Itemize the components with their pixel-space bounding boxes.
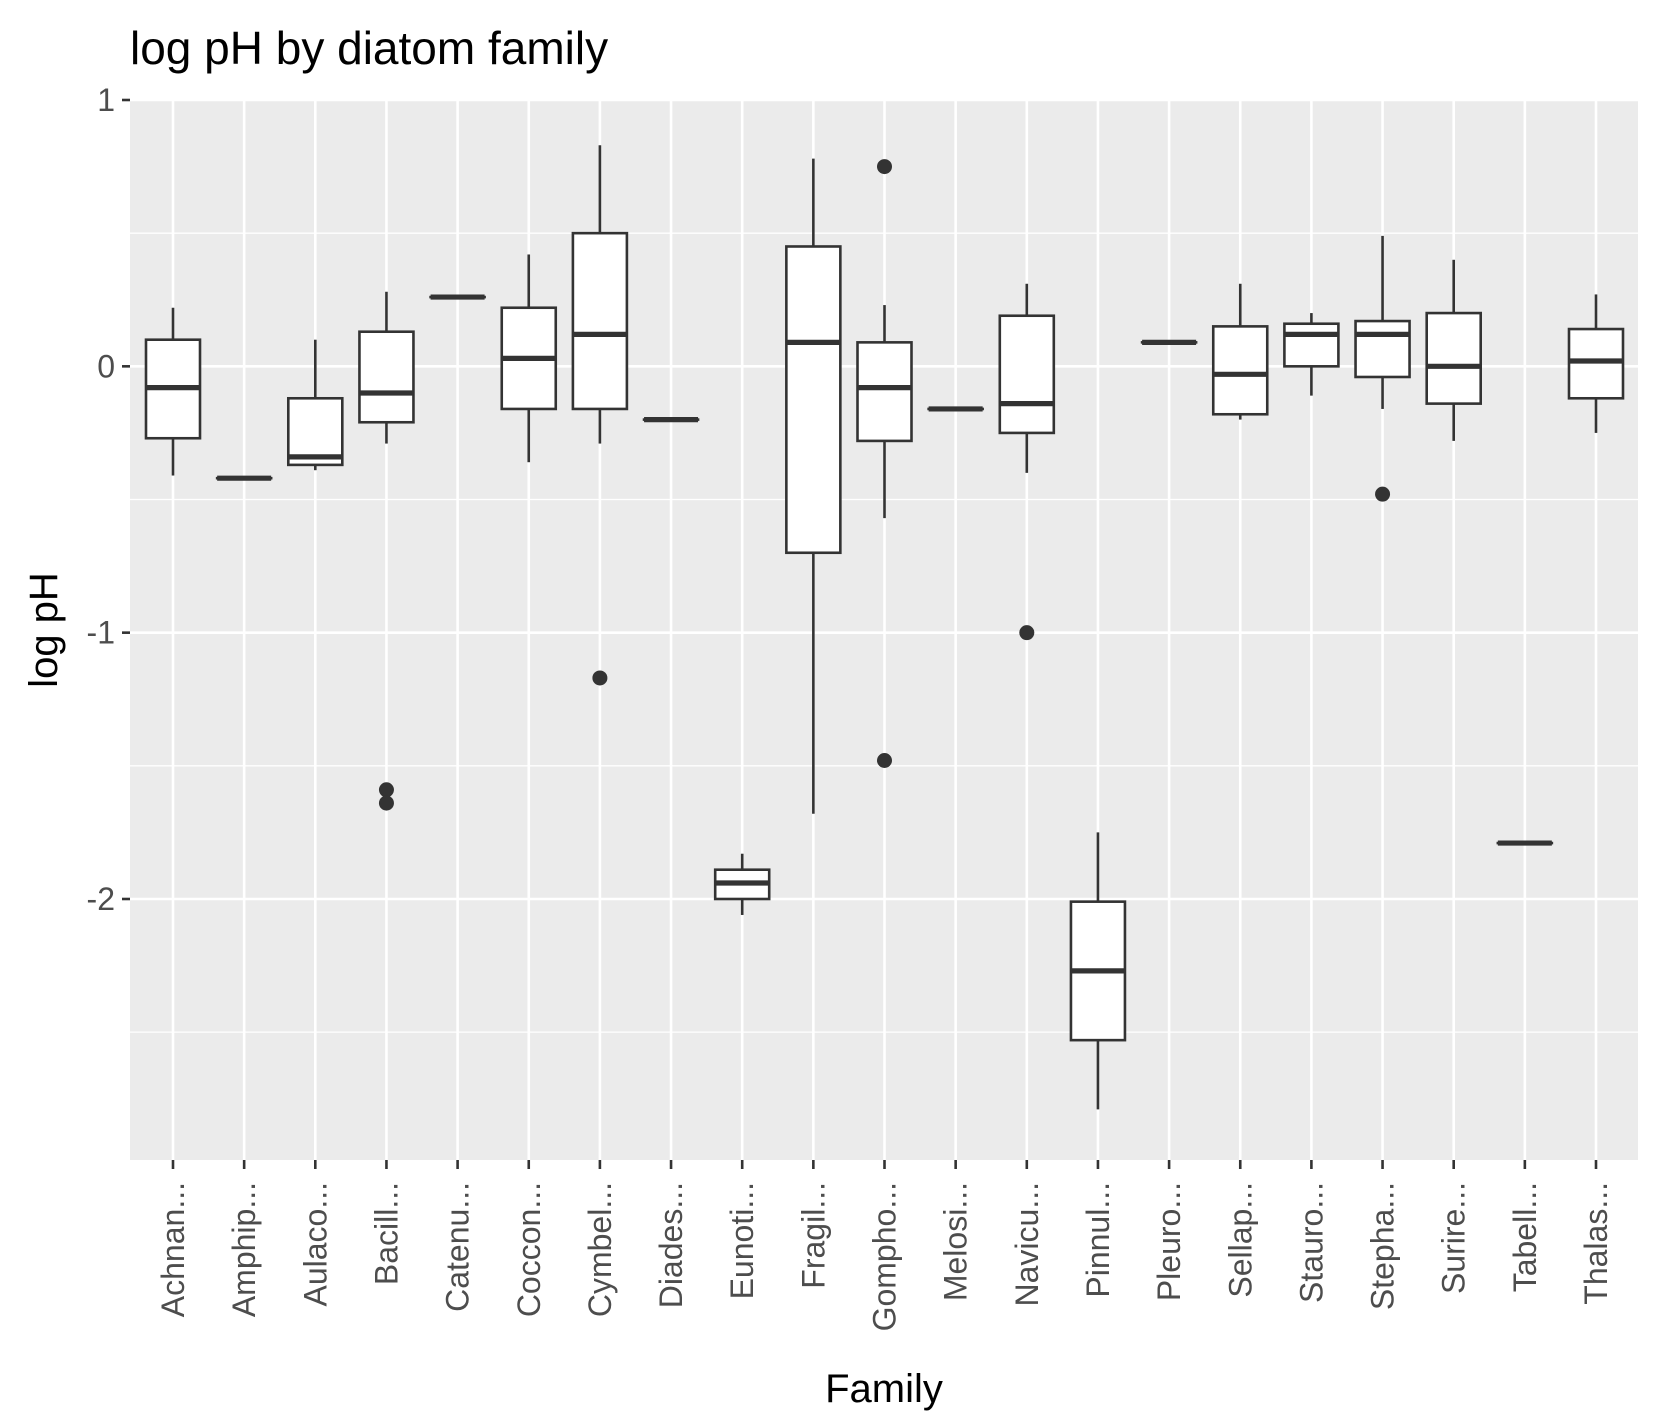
chart-title: log pH by diatom family	[130, 22, 608, 74]
box-iqr	[1354, 319, 1411, 379]
box-Thalas...	[1567, 294, 1625, 433]
box-Stauro...	[1283, 313, 1340, 396]
box-iqr	[785, 245, 842, 555]
x-tick-label: Thalas...	[1578, 1182, 1614, 1305]
x-tick-label: Pinnul...	[1080, 1182, 1116, 1298]
box-iqr	[856, 341, 913, 443]
x-tick-label: Bacill...	[368, 1182, 404, 1285]
y-axis-title: log pH	[22, 572, 66, 688]
outlier-point	[877, 159, 892, 175]
y-tick-label: -1	[87, 615, 115, 651]
x-axis-title: Family	[825, 1367, 943, 1411]
outlier-point	[877, 753, 892, 769]
box-Sellap...	[1211, 283, 1269, 420]
outlier-point	[378, 795, 394, 811]
x-tick-label: Cymbel...	[582, 1182, 618, 1317]
box-iqr	[1211, 325, 1269, 416]
box-iqr	[286, 396, 344, 467]
box-iqr	[1425, 311, 1482, 405]
x-tick-label: Stauro...	[1293, 1182, 1329, 1303]
x-tick-label: Surire...	[1436, 1182, 1472, 1294]
box-series	[144, 145, 1625, 1110]
x-tick-label: Stepha...	[1365, 1182, 1401, 1310]
box-Eunoti...	[713, 853, 771, 915]
box-Coccon...	[500, 254, 558, 463]
x-tick-label: Amphip...	[226, 1182, 262, 1317]
box-iqr	[1283, 322, 1340, 368]
box-Fragil...	[785, 158, 842, 814]
y-tick-label: 1	[97, 82, 115, 118]
box-iqr	[358, 330, 415, 424]
box-Aulaco...	[286, 339, 344, 471]
box-Navicu...	[998, 283, 1056, 641]
box-iqr	[1567, 327, 1625, 400]
x-tick-label: Sellap...	[1222, 1182, 1258, 1298]
plot-panel	[130, 98, 1638, 1160]
y-axis: 1 0 -1 -2	[87, 82, 130, 917]
box-Pinnul...	[1069, 832, 1127, 1110]
outlier-point	[592, 670, 608, 686]
x-tick-label: Navicu...	[1009, 1182, 1045, 1306]
box-Achnan...	[144, 307, 202, 476]
x-axis: Achnan... Amphip... Aulaco... Bacill... Cate…	[155, 1160, 1614, 1331]
box-Surire...	[1425, 259, 1482, 441]
x-tick-label: Pleuro...	[1151, 1182, 1187, 1301]
x-tick-label: Achnan...	[155, 1182, 191, 1317]
x-tick-label: Tabell...	[1507, 1182, 1543, 1292]
x-tick-label: Eunoti...	[724, 1182, 760, 1299]
x-tick-label: Melosi...	[938, 1182, 974, 1301]
y-tick-label: -2	[87, 881, 115, 917]
x-tick-label: Aulaco...	[297, 1182, 333, 1307]
box-Bacill...	[358, 291, 415, 811]
x-tick-label: Diades...	[653, 1182, 689, 1308]
outlier-point	[378, 782, 394, 798]
box-Cymbel...	[571, 145, 629, 686]
x-tick-label: Catenu...	[440, 1182, 476, 1312]
box-iqr	[571, 231, 629, 411]
box-iqr	[998, 314, 1056, 435]
box-Gompho...	[856, 159, 913, 769]
x-tick-label: Coccon...	[511, 1182, 547, 1317]
outlier-point	[1019, 625, 1035, 641]
y-tick-label: 0	[97, 348, 115, 384]
box-Stepha...	[1354, 235, 1411, 502]
x-tick-label: Gompho...	[867, 1182, 903, 1331]
x-tick-label: Fragil...	[795, 1182, 831, 1289]
outlier-point	[1375, 486, 1391, 502]
